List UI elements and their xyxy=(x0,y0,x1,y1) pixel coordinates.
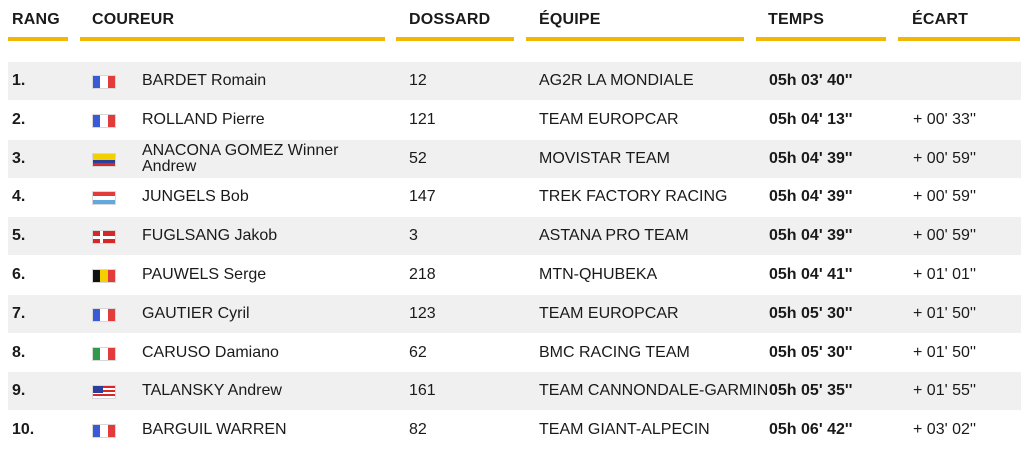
header-underline xyxy=(8,37,68,41)
table-header: RANG COUREUR DOSSARD ÉQUIPE TEMPS ÉCART xyxy=(0,0,1023,44)
team-name: MTN-QHUBEKA xyxy=(539,266,658,283)
time-gap: + 01' 50'' xyxy=(913,304,976,322)
time-gap: + 01' 01'' xyxy=(913,266,976,283)
bib-number: 12 xyxy=(409,72,427,89)
team-name: BMC RACING TEAM xyxy=(539,343,690,361)
header-time-label: TEMPS xyxy=(768,11,825,28)
header-rank: RANG xyxy=(8,0,68,44)
header-gap-label: ÉCART xyxy=(912,11,969,28)
italy-flag-icon xyxy=(92,346,116,361)
usa-flag-icon xyxy=(92,385,116,400)
header-gap: ÉCART xyxy=(898,0,1020,44)
table-row: 7. GAUTIER Cyril 123 TEAM EUROPCAR 05h 05' 3… xyxy=(8,294,1021,333)
finish-time: 05h 04' 39'' xyxy=(769,149,853,167)
luxembourg-flag-icon xyxy=(92,191,116,206)
finish-time: 05h 03' 40'' xyxy=(769,72,853,89)
rider-name: PAUWELS Serge xyxy=(142,266,267,283)
header-underline xyxy=(756,37,886,41)
team-name: TEAM EUROPCAR xyxy=(539,304,679,322)
rank-cell: 1. xyxy=(12,72,26,89)
header-bib: DOSSARD xyxy=(396,0,514,44)
team-name: MOVISTAR TEAM xyxy=(539,149,670,167)
finish-time: 05h 05' 35'' xyxy=(769,382,853,400)
finish-time: 05h 04' 39'' xyxy=(769,188,853,206)
team-name: TEAM GIANT-ALPECIN xyxy=(539,421,710,439)
bib-number: 52 xyxy=(409,149,427,167)
rank-cell: 8. xyxy=(12,343,26,361)
bib-number: 161 xyxy=(409,382,436,400)
table-row: 3. ANACONA GOMEZ Winner Andrew 52 MOVISTAR … xyxy=(8,139,1021,178)
bib-number: 123 xyxy=(409,304,436,322)
header-underline xyxy=(396,37,514,41)
header-rider: COUREUR xyxy=(80,0,385,44)
rider-name: ANACONA GOMEZ Winner Andrew xyxy=(142,141,339,175)
rank-cell: 5. xyxy=(12,227,26,245)
header-rider-label: COUREUR xyxy=(92,11,175,28)
time-gap: + 00' 33'' xyxy=(913,110,976,128)
table-row: 9. TALANSKY Andrew 161 TEAM CANNONDALE-GARM… xyxy=(8,372,1021,411)
rider-name: FUGLSANG Jakob xyxy=(142,227,278,245)
rank-cell: 3. xyxy=(12,149,26,167)
finish-time: 05h 06' 42'' xyxy=(769,421,853,439)
team-name: TEAM CANNONDALE-GARMIN xyxy=(539,382,769,400)
table-row: 10. BARGUIL WARREN 82 TEAM GIANT-ALPECIN 05h… xyxy=(8,411,1021,450)
bib-number: 62 xyxy=(409,343,427,361)
table-row: 4. JUNGELS Bob 147 TREK FACTORY RACING 05h 0… xyxy=(8,178,1021,217)
bib-number: 3 xyxy=(409,227,418,245)
denmark-flag-icon xyxy=(92,230,116,245)
header-team-label: ÉQUIPE xyxy=(539,11,601,28)
finish-time: 05h 05' 30'' xyxy=(769,304,853,322)
header-rank-label: RANG xyxy=(12,11,60,28)
rider-name: TALANSKY Andrew xyxy=(142,382,282,400)
time-gap: + 00' 59'' xyxy=(913,188,976,206)
table-row: 8. CARUSO Damiano 62 BMC RACING TEAM 05h 05'… xyxy=(8,333,1021,372)
header-bib-label: DOSSARD xyxy=(409,11,491,28)
header-underline xyxy=(526,37,744,41)
rank-cell: 10. xyxy=(12,421,35,439)
finish-time: 05h 04' 39'' xyxy=(769,227,853,245)
header-team: ÉQUIPE xyxy=(526,0,744,44)
bib-number: 218 xyxy=(409,266,436,283)
belgium-flag-icon xyxy=(92,269,116,283)
france-flag-icon xyxy=(92,424,116,439)
rider-name: BARGUIL WARREN xyxy=(142,421,287,439)
time-gap: + 01' 50'' xyxy=(913,343,976,361)
table-row: 1. BARDET Romain 12 AG2R LA MONDIALE 05h 03'… xyxy=(8,62,1021,100)
time-gap: + 00' 59'' xyxy=(913,149,976,167)
rank-cell: 9. xyxy=(12,382,26,400)
colombia-flag-icon xyxy=(92,152,116,167)
rank-cell: 2. xyxy=(12,110,26,128)
france-flag-icon xyxy=(92,75,116,89)
team-name: ASTANA PRO TEAM xyxy=(539,227,689,245)
rider-name: CARUSO Damiano xyxy=(142,343,279,361)
table-row: 2. ROLLAND Pierre 121 TEAM EUROPCAR 05h 04' … xyxy=(8,100,1021,139)
france-flag-icon xyxy=(92,113,116,128)
time-gap: + 01' 55'' xyxy=(913,382,976,400)
team-name: TEAM EUROPCAR xyxy=(539,110,679,128)
time-gap xyxy=(913,62,1023,100)
rider-name: BARDET Romain xyxy=(142,72,267,89)
table-row: 6. PAUWELS Serge 218 MTN-QHUBEKA 05h 04' 41'… xyxy=(8,256,1021,294)
header-time: TEMPS xyxy=(756,0,886,44)
rider-name: ROLLAND Pierre xyxy=(142,110,265,128)
rank-cell: 6. xyxy=(12,266,26,283)
france-flag-icon xyxy=(92,307,116,322)
time-gap: + 00' 59'' xyxy=(913,227,976,245)
rider-name: JUNGELS Bob xyxy=(142,188,249,206)
bib-number: 121 xyxy=(409,110,436,128)
bib-number: 82 xyxy=(409,421,427,439)
team-name: AG2R LA MONDIALE xyxy=(539,72,694,89)
header-underline xyxy=(898,37,1020,41)
time-gap: + 03' 02'' xyxy=(913,421,976,439)
finish-time: 05h 04' 13'' xyxy=(769,110,853,128)
rank-cell: 7. xyxy=(12,304,26,322)
finish-time: 05h 04' 41'' xyxy=(769,266,853,283)
rider-name: GAUTIER Cyril xyxy=(142,304,250,322)
finish-time: 05h 05' 30'' xyxy=(769,343,853,361)
bib-number: 147 xyxy=(409,188,436,206)
header-underline xyxy=(80,37,385,41)
team-name: TREK FACTORY RACING xyxy=(539,188,728,206)
table-row: 5. FUGLSANG Jakob 3 ASTANA PRO TEAM 05h 04' … xyxy=(8,217,1021,256)
rank-cell: 4. xyxy=(12,188,26,206)
